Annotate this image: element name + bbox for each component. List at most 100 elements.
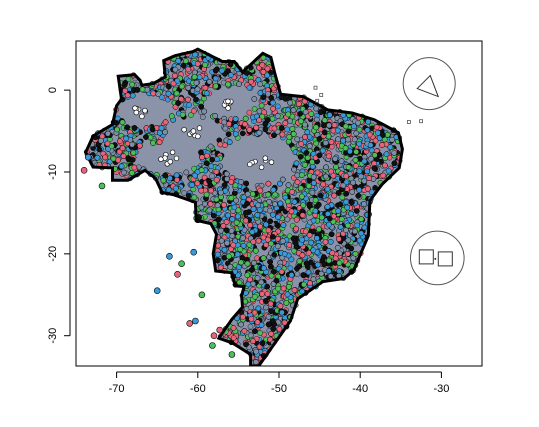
occurrence-point: [203, 160, 210, 166]
occurrence-point: [299, 172, 305, 178]
occurrence-point: [114, 126, 120, 133]
occurrence-point: [198, 149, 204, 156]
occurrence-point: [159, 94, 165, 101]
occurrence-point: [279, 131, 286, 138]
occurrence-point: [353, 130, 360, 137]
occurrence-point: [115, 157, 121, 163]
occurrence-point: [214, 251, 221, 258]
occurrence-point: [293, 216, 300, 223]
occurrence-point: [251, 260, 257, 266]
occurrence-point: [269, 115, 276, 122]
occurrence-point: [387, 144, 394, 150]
occurrence-point: [218, 227, 224, 234]
occurrence-point: [391, 160, 398, 167]
occurrence-point: [104, 140, 111, 147]
occurrence-point: [178, 96, 184, 102]
occurrence-point: [321, 261, 327, 268]
occurrence-point: [354, 222, 361, 229]
occurrence-point: [207, 143, 214, 150]
occurrence-point: [322, 245, 328, 251]
occurrence-point: [221, 201, 227, 208]
occurrence-point: [352, 228, 358, 235]
occurrence-point: [284, 126, 291, 133]
occurrence-point: [336, 268, 342, 274]
occurrence-point: [323, 173, 329, 180]
occurrence-point: [304, 154, 311, 161]
occurrence-point: [279, 309, 285, 316]
occurrence-point: [372, 137, 379, 144]
occurrence-point: [375, 129, 381, 136]
occurrence-point: [129, 81, 135, 88]
occurrence-point: [243, 180, 249, 187]
occurrence-point: [287, 118, 293, 124]
occurrence-point: [335, 136, 341, 142]
occurrence-point: [182, 58, 189, 64]
occurrence-point: [183, 169, 190, 176]
occurrence-point: [144, 86, 150, 93]
occurrence-point: [361, 224, 368, 231]
occurrence-point: [162, 129, 168, 135]
occurrence-point: [322, 140, 329, 146]
occurrence-point: [276, 326, 283, 332]
occurrence-point: [291, 247, 297, 254]
occurrence-point: [252, 359, 259, 365]
occurrence-point: [247, 323, 254, 330]
occurrence-point: [222, 125, 229, 132]
occurrence-point: [279, 176, 286, 183]
occurrence-point: [162, 119, 169, 125]
occurrence-point: [339, 194, 346, 201]
occurrence-point: [272, 201, 278, 207]
occurrence-point: [235, 207, 242, 214]
occurrence-point: [333, 164, 339, 170]
occurrence-point: [324, 203, 331, 210]
occurrence-point: [336, 236, 342, 242]
occurrence-point: [238, 321, 244, 328]
occurrence-point: [343, 199, 350, 205]
occurrence-point: [217, 141, 224, 148]
occurrence-point: [265, 321, 272, 328]
occurrence-point: [252, 328, 258, 335]
occurrence-point: [199, 154, 205, 161]
occurrence-point: [313, 140, 320, 147]
occurrence-point: [232, 116, 239, 122]
occurrence-point: [165, 90, 172, 97]
occurrence-point: [125, 155, 131, 161]
occurrence-point: [327, 273, 334, 280]
occurrence-point: [233, 197, 239, 204]
occurrence-point: [364, 127, 371, 133]
occurrence-point: [262, 298, 269, 304]
occurrence-point: [256, 129, 263, 136]
occurrence-point: [118, 163, 125, 170]
occurrence-point: [293, 225, 299, 232]
occurrence-point: [225, 212, 231, 219]
occurrence-point: [268, 272, 275, 279]
occurrence-point: [185, 96, 191, 103]
occurrence-point: [246, 127, 253, 133]
occurrence-point: [295, 101, 302, 107]
occurrence-point: [352, 250, 359, 257]
occurrence-point: [198, 167, 205, 173]
occurrence-point: [218, 237, 225, 244]
occurrence-point: [273, 277, 280, 284]
occurrence-point: [239, 254, 246, 261]
occurrence-point: [258, 279, 265, 286]
occurrence-point: [320, 181, 327, 188]
occurrence-point: [297, 185, 304, 191]
occurrence-point: [317, 192, 324, 199]
occurrence-point: [213, 196, 220, 203]
occurrence-point: [291, 287, 298, 293]
occurrence-point: [321, 122, 327, 129]
occurrence-point: [228, 227, 235, 234]
occurrence-point: [312, 208, 319, 214]
occurrence-point: [331, 122, 338, 128]
occurrence-point: [368, 189, 375, 195]
occurrence-point: [173, 172, 180, 179]
occurrence-point: [221, 246, 228, 253]
occurrence-point: [165, 186, 172, 193]
occurrence-point: [361, 158, 368, 165]
occurrence-point: [230, 335, 237, 341]
occurrence-point: [326, 112, 333, 118]
occurrence-point: [216, 216, 222, 223]
occurrence-point: [247, 222, 253, 228]
occurrence-point: [223, 227, 230, 234]
